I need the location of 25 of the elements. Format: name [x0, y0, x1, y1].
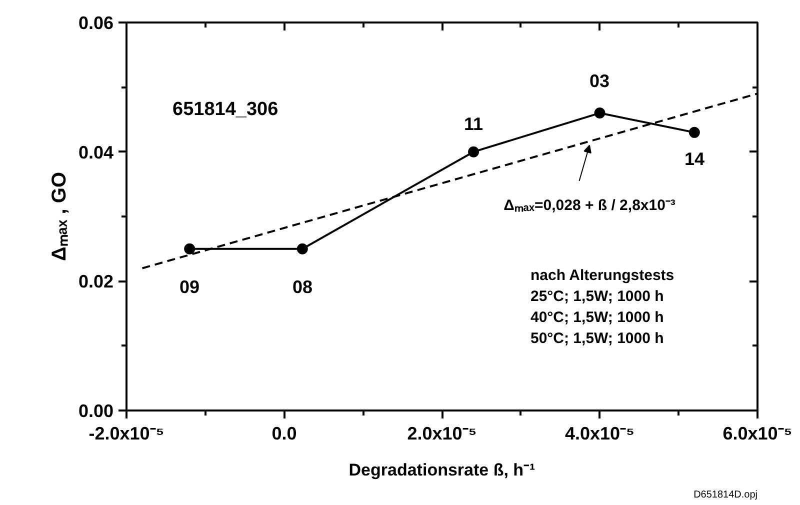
x-axis-title: Degradationsrate ß, h⁻¹: [348, 460, 536, 480]
annotation: 651814_306: [172, 99, 278, 120]
annotation: Δₘₐₓ=0,028 + ß / 2,8x10⁻³: [504, 196, 676, 214]
annotation: 08: [292, 277, 313, 297]
annotation: 09: [179, 277, 200, 297]
point: [594, 108, 606, 119]
annotation: nach Alterungstests 25°C; 1,5W; 1000 h 40°C; 1,5W; 1000 h 50°C; 1,5W; 1000 h: [530, 267, 674, 347]
y-tick-label: 0.06: [78, 13, 114, 33]
x-tick-label: 0.0: [272, 424, 297, 444]
y-tick-label: 0.02: [78, 272, 114, 292]
x-tick-label: 2.0x10⁻⁵: [407, 424, 477, 444]
y-tick-label: 0.00: [78, 401, 114, 421]
point: [296, 243, 308, 254]
x-tick-label: -2.0x10⁻⁵: [88, 424, 164, 444]
y-tick-label: 0.04: [78, 142, 114, 162]
point: [688, 126, 700, 138]
annotation: 14: [684, 149, 705, 169]
y-axis-title: Δₘₐₓ , GO: [48, 172, 70, 262]
point: [468, 146, 480, 158]
annotation: 03: [589, 71, 610, 91]
x-tick-label: 4.0x10⁻⁵: [564, 424, 635, 444]
x-tick-label: 6.0x10⁻⁵: [722, 424, 792, 444]
text: D651814D.opj: [694, 490, 758, 500]
point: [184, 243, 196, 254]
annotation: 11: [464, 114, 484, 134]
